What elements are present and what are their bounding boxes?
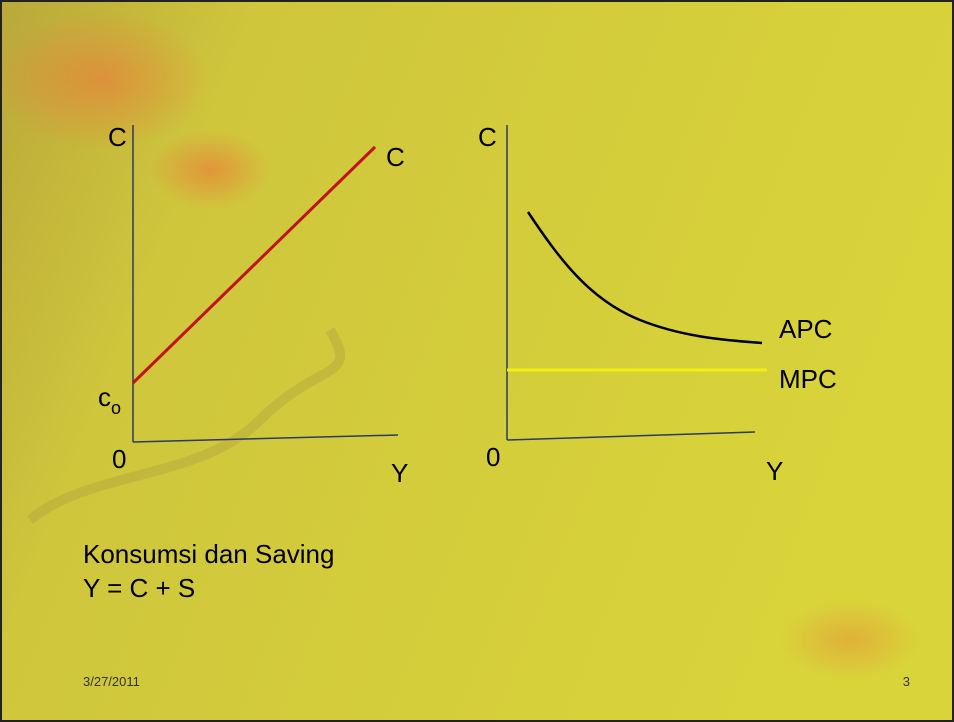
consumption-line: [131, 145, 377, 385]
y-axis-label: C: [108, 122, 127, 152]
right-diagram: C APC MPC 0 Y: [478, 122, 837, 486]
apc-curve: [526, 211, 763, 345]
y-axis-label: C: [478, 122, 497, 152]
page-number: 3: [903, 674, 910, 689]
left-diagram: C C co 0 Y: [98, 122, 408, 488]
origin-label: 0: [486, 442, 500, 472]
decoration: [150, 130, 270, 210]
decoration: [26, 327, 346, 524]
body-line: Y = C + S: [83, 573, 195, 603]
body-line: Konsumsi dan Saving: [83, 539, 334, 569]
decoration: [780, 600, 920, 680]
x-axis-label: Y: [391, 458, 408, 488]
intercept-text: c: [98, 382, 111, 412]
origin-label: 0: [112, 444, 126, 474]
x-axis-label: Y: [766, 456, 783, 486]
x-axis: [132, 434, 399, 443]
footer-date: 3/27/2011: [83, 674, 140, 689]
mpc-label: MPC: [779, 364, 837, 394]
x-axis: [506, 431, 756, 441]
curve-label: C: [386, 142, 405, 172]
decoration: [0, 10, 210, 150]
intercept-label: co: [98, 382, 121, 418]
apc-label: APC: [779, 314, 832, 344]
intercept-subscript: o: [111, 398, 121, 418]
